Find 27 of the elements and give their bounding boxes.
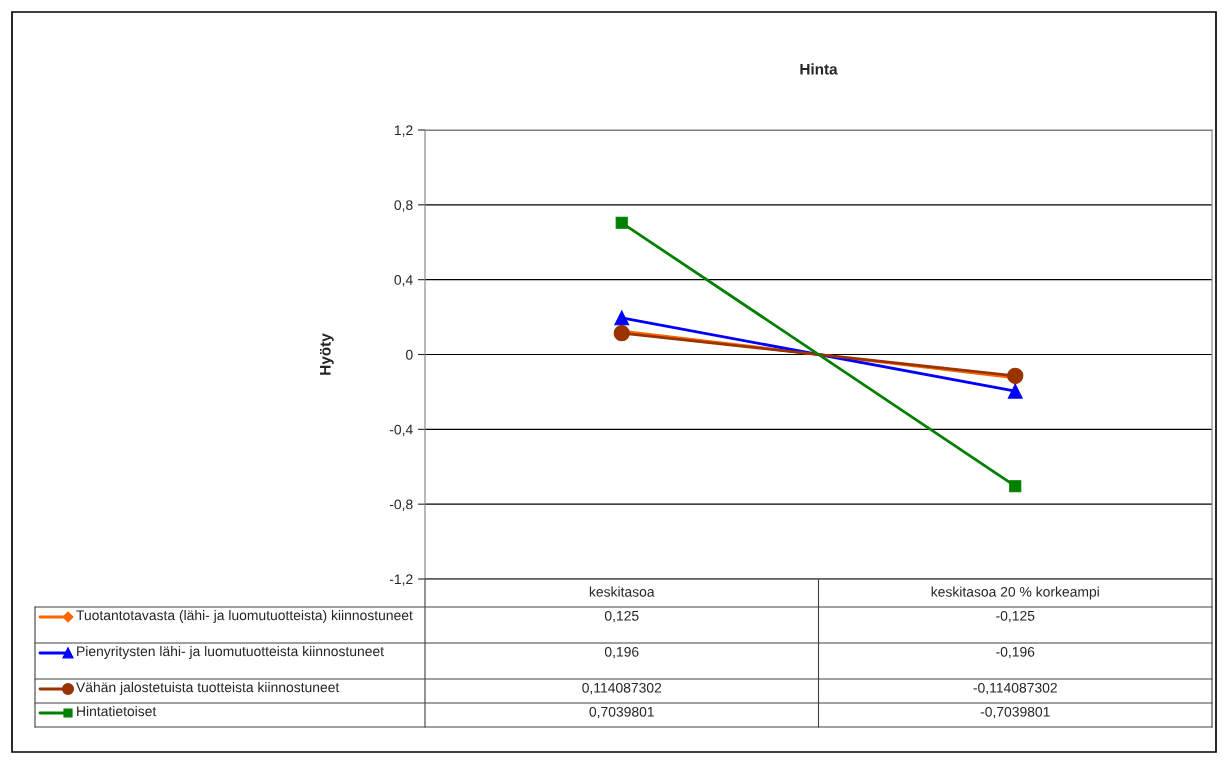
data-label: 0,7039801 [589,706,654,719]
legend-label: Vähän jalostetuista tuotteista kiinnostuneet [76,682,340,695]
legend-label: Tuotantotavasta (lähi- ja luomutuotteista) kiinnostuneet [76,610,413,623]
data-label: -0,125 [996,610,1035,623]
data-label: 0,196 [604,646,639,659]
data-label: -0,196 [996,646,1035,659]
point [615,216,628,229]
y-tick-label: 0 [406,349,413,360]
point [1007,383,1023,399]
y-tick-label: -1,2 [389,574,413,586]
data-label: 0,114087302 [582,682,662,695]
y-tick-label: 0,8 [394,200,413,212]
data-label: 0,125 [604,610,639,623]
x-tick-label: keskitasoa 20 % korkeampi [931,586,1099,600]
y-axis-title: Hyöty [319,333,334,375]
legend-label: Hintatietoiset [77,706,157,717]
y-tick-label: 0,4 [394,275,413,287]
chart-title: Hinta [800,63,838,75]
legend-label: Pienyritysten lähi- ja luomutuotteista kiinnostuneet [77,646,384,659]
data-label: -0,114087302 [973,682,1057,695]
point [614,310,630,326]
data-label: -0,7039801 [980,706,1050,719]
y-tick-label: 1,2 [394,125,413,137]
point [1009,480,1022,493]
x-tick-label: keskitasoa [589,586,655,597]
y-tick-label: -0,8 [389,499,413,511]
y-tick-label: -0,4 [389,424,413,437]
